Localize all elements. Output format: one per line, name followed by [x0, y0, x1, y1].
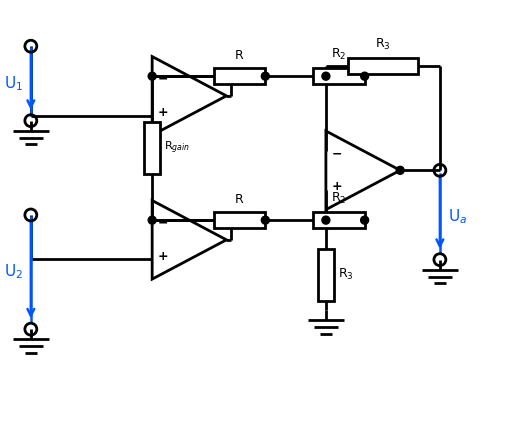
Text: R$_3$: R$_3$ — [338, 267, 354, 282]
Text: R: R — [235, 49, 244, 62]
Text: −: − — [158, 217, 168, 230]
Text: R: R — [235, 193, 244, 206]
Text: U$_2$: U$_2$ — [4, 263, 23, 281]
Text: R$_{gain}$: R$_{gain}$ — [164, 140, 190, 156]
Bar — [144, 122, 160, 174]
Text: R$_2$: R$_2$ — [331, 191, 346, 206]
Bar — [313, 212, 365, 228]
Text: U$_1$: U$_1$ — [4, 74, 23, 93]
Text: +: + — [158, 106, 168, 119]
Circle shape — [396, 166, 404, 174]
Circle shape — [262, 216, 269, 224]
Bar — [318, 249, 334, 300]
Circle shape — [361, 72, 369, 80]
Text: +: + — [158, 250, 168, 263]
Circle shape — [322, 216, 330, 224]
Text: −: − — [158, 73, 168, 86]
Bar — [214, 68, 265, 84]
Bar — [313, 68, 365, 84]
Text: R$_2$: R$_2$ — [331, 47, 346, 62]
Text: +: + — [332, 181, 343, 193]
Text: −: − — [332, 147, 342, 160]
Circle shape — [322, 72, 330, 80]
Circle shape — [262, 72, 269, 80]
Circle shape — [148, 72, 156, 80]
Text: U$_a$: U$_a$ — [448, 208, 467, 227]
Bar — [214, 212, 265, 228]
Text: R$_3$: R$_3$ — [375, 37, 391, 52]
Circle shape — [148, 216, 156, 224]
Bar — [348, 58, 418, 74]
Circle shape — [361, 216, 369, 224]
